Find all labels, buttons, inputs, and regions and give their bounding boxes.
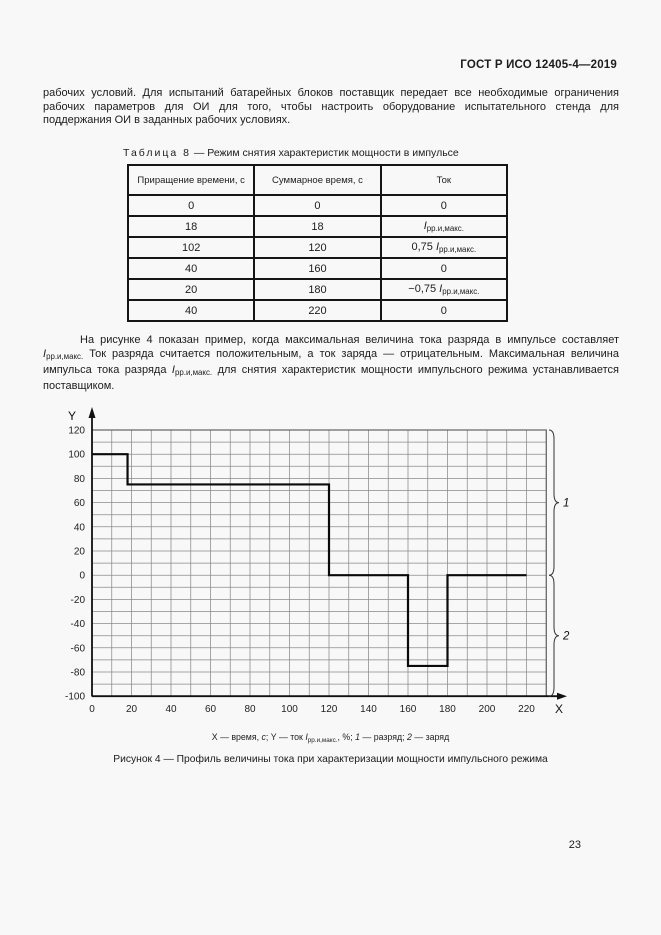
y-tick-label: 0 <box>79 571 85 582</box>
x-axis-label: X <box>555 702 563 716</box>
y-axis-arrow <box>88 407 96 418</box>
symbol: 1 <box>355 732 361 742</box>
subscript: рр.и,макс. <box>426 224 464 234</box>
subscript: рр.и,макс. <box>442 287 480 297</box>
table-row: 40 220 0 <box>126 299 509 322</box>
x-tick-label: 180 <box>439 704 456 715</box>
table-cell: 220 <box>253 299 382 322</box>
table-title-text: — Режим снятия характеристик мощности в … <box>190 147 459 159</box>
y-tick-label: 120 <box>68 426 85 437</box>
table-8-body: 0 0 0 18 18 Iрр.и,макс. 102 120 0,75 Iрр.и,макс.… <box>126 194 509 322</box>
table-row: 40 160 0 <box>126 257 509 280</box>
x-tick-label: 40 <box>165 704 177 715</box>
y-axis-label: Y <box>68 409 76 423</box>
x-tick-label: 0 <box>89 704 95 715</box>
x-tick-label: 200 <box>479 704 496 715</box>
symbol: I <box>171 363 175 376</box>
x-tick-label: 100 <box>281 704 298 715</box>
y-tick-label: 80 <box>74 474 86 485</box>
y-tick-label: 100 <box>68 450 85 461</box>
figure-caption: Рисунок 4 — Профиль величины тока при ха… <box>113 754 548 765</box>
table-cell: 0,75 Iрр.и,макс. <box>379 236 509 259</box>
subscript: рр.и,макс. <box>439 245 477 255</box>
symbol: с <box>261 732 266 742</box>
table-cell: 0 <box>253 194 382 217</box>
figure-legend: X — время, с; Y — ток Iрр.и,макс., %; 1 … <box>211 732 450 744</box>
table-header-cell: Ток <box>379 164 509 196</box>
x-tick-label: 60 <box>205 704 217 715</box>
annotation-label-2: 2 <box>562 631 570 643</box>
symbol: I <box>435 240 440 253</box>
current-profile-line <box>92 453 527 668</box>
y-tick-label: 60 <box>74 498 86 509</box>
x-tick-label: 80 <box>244 704 256 715</box>
x-tick-label: 120 <box>321 704 338 715</box>
document-header: ГОСТ Р ИСО 12405-4—2019 <box>460 59 617 71</box>
table-cell: 0 <box>379 299 509 322</box>
body-paragraph-2: На рисунке 4 показан пример, когда макси… <box>43 334 619 392</box>
table-cell: 0 <box>126 194 256 217</box>
figure-4-chart: Y X 0 20 40 60 80 100 120 140 160 180 200 220 120 100 80… <box>52 405 627 720</box>
x-axis-arrow <box>557 692 567 700</box>
page-number: 23 <box>568 839 581 851</box>
table-cell: 120 <box>253 236 382 259</box>
table-cell: 18 <box>253 215 382 238</box>
y-tick-label: 40 <box>74 522 86 533</box>
x-tick-label: 20 <box>126 704 138 715</box>
subscript: рр.и,макс. <box>307 736 338 744</box>
table-title-label: Таблица 8 <box>123 147 191 159</box>
x-tick-label: 160 <box>400 704 417 715</box>
subscript: рр.и,макс. <box>46 351 84 361</box>
symbol: 2 <box>407 732 412 742</box>
annotation-label-1: 1 <box>563 498 569 510</box>
table-row: 102 120 0,75 Iрр.и,макс. <box>126 236 509 259</box>
table-cell: 18 <box>126 215 256 238</box>
y-tick-label: -40 <box>71 619 86 630</box>
x-tick-label: 220 <box>518 704 535 715</box>
body-paragraph-1: рабочих условий. Для испытаний батарейны… <box>43 87 619 127</box>
table-cell: −0,75 Iрр.и,макс. <box>379 278 509 301</box>
table-cell: 20 <box>126 278 256 301</box>
brace-2 <box>548 574 560 697</box>
table-cell: 40 <box>126 257 256 280</box>
table-cell: 102 <box>126 236 256 259</box>
symbol: I <box>423 219 427 232</box>
table-header-cell: Приращение времени, с <box>126 164 256 196</box>
step-profile-chart: YX0 20 40 60 80 100 120 140 160 180 200 22012010080… <box>65 407 570 716</box>
x-tick-label: 140 <box>360 704 377 715</box>
table-cell: 40 <box>126 299 256 322</box>
y-tick-label: 20 <box>74 547 86 558</box>
table-title: Таблица 8 — Режим снятия характеристик м… <box>123 147 459 159</box>
table-cell: 180 <box>253 278 382 301</box>
table-header-cell: Суммарное время, с <box>253 164 382 196</box>
symbol: I <box>439 282 443 295</box>
symbol: I <box>43 347 47 360</box>
symbol: I <box>305 732 308 742</box>
table-cell: 0 <box>379 257 509 280</box>
y-tick-label: -80 <box>71 668 86 679</box>
y-tick-label: -60 <box>71 643 86 654</box>
brace-1 <box>548 429 560 576</box>
subscript: рр.и,макс. <box>174 367 213 377</box>
table-row: 20 180 −0,75 Iрр.и,макс. <box>126 278 509 301</box>
table-cell: 160 <box>253 257 382 280</box>
y-tick-label: -20 <box>71 595 86 606</box>
table-cell: Iрр.и,макс. <box>379 215 509 238</box>
y-tick-label: -100 <box>65 692 85 703</box>
table-row: 18 18 Iрр.и,макс. <box>126 215 509 238</box>
table-cell: 0 <box>379 194 509 217</box>
